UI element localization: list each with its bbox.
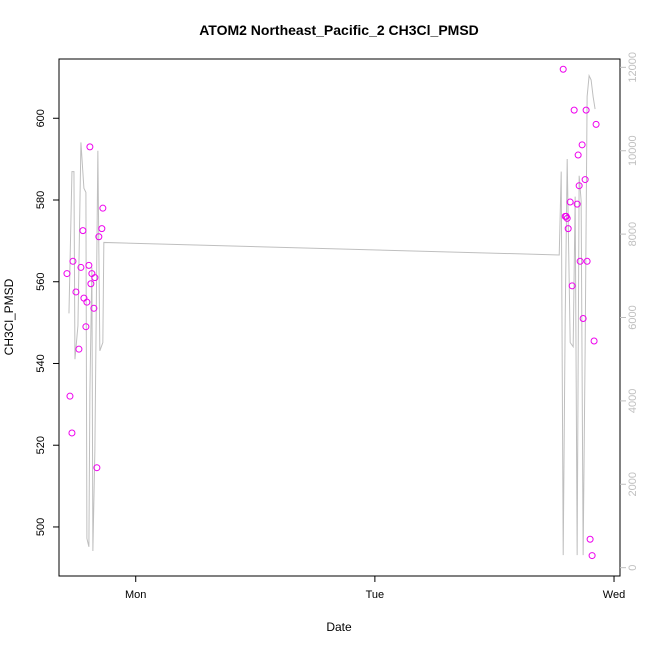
- data-point: [582, 106, 590, 114]
- data-point: [99, 204, 107, 212]
- data-point: [579, 315, 587, 323]
- y-tick-label: 600: [35, 109, 47, 127]
- y-tick-label: 580: [35, 191, 47, 209]
- data-point: [87, 280, 95, 288]
- x-tick-label: Mon: [125, 589, 146, 601]
- data-point: [590, 337, 598, 345]
- data-point: [98, 225, 106, 233]
- y2-tick-label: 12000: [627, 52, 639, 83]
- data-point: [77, 263, 85, 271]
- data-point: [563, 214, 571, 222]
- data-point: [90, 304, 98, 312]
- data-point: [86, 143, 94, 151]
- y2-tick-label: 6000: [627, 305, 639, 329]
- data-point: [75, 345, 83, 353]
- data-point: [68, 429, 76, 437]
- plot-frame: [58, 58, 621, 577]
- data-point: [559, 65, 567, 73]
- data-point: [91, 274, 99, 282]
- y-tick-label: 540: [35, 354, 47, 372]
- y2-tick-label: 4000: [627, 389, 639, 413]
- data-point: [95, 233, 103, 241]
- data-point: [583, 257, 591, 265]
- line-layer: [68, 73, 596, 556]
- y2-tick-label: 8000: [627, 222, 639, 246]
- y-axis-label: CH3Cl_PMSD: [2, 278, 16, 355]
- y-tick-label: 520: [35, 436, 47, 454]
- data-point: [573, 200, 581, 208]
- data-point: [63, 270, 71, 278]
- x-tick-label: Tue: [366, 589, 385, 601]
- data-point: [576, 257, 584, 265]
- data-point: [85, 261, 93, 269]
- data-point: [82, 323, 90, 331]
- y-axis: 500 520 540 560 580 600: [35, 109, 59, 536]
- data-point: [586, 535, 594, 543]
- x-axis: Mon Tue Wed: [125, 576, 625, 601]
- data-point: [69, 257, 77, 265]
- y2-tick-label: 0: [627, 565, 639, 571]
- series-line: [68, 73, 596, 556]
- data-point: [566, 198, 574, 206]
- x-tick-label: Wed: [603, 589, 625, 601]
- point-layer: [63, 65, 600, 560]
- data-point: [79, 227, 87, 235]
- data-point: [72, 288, 80, 296]
- y2-tick-label: 2000: [627, 472, 639, 496]
- data-point: [592, 120, 600, 128]
- y-tick-label: 500: [35, 518, 47, 536]
- data-point: [570, 106, 578, 114]
- x-axis-label: Date: [326, 620, 352, 634]
- data-point: [93, 464, 101, 472]
- data-point: [575, 182, 583, 190]
- data-point: [564, 225, 572, 233]
- chart-title: ATOM2 Northeast_Pacific_2 CH3Cl_PMSD: [199, 22, 479, 38]
- data-point: [578, 141, 586, 149]
- data-point: [83, 298, 91, 306]
- y2-axis: 0 2000 4000 6000 8000 10000 12000: [620, 52, 639, 571]
- data-point: [568, 282, 576, 290]
- y2-tick-label: 10000: [627, 135, 639, 166]
- data-point: [588, 552, 596, 560]
- data-point: [66, 392, 74, 400]
- data-point: [574, 151, 582, 159]
- y-tick-label: 560: [35, 273, 47, 291]
- data-point: [581, 176, 589, 184]
